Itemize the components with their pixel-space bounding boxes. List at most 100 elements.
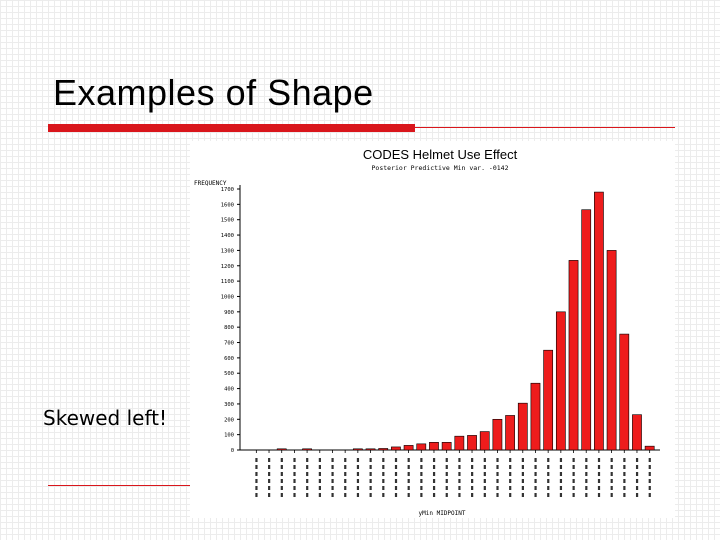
x-tick-label-glyph [547, 465, 550, 469]
x-tick-label-glyph [255, 472, 258, 476]
x-tick-label-glyph [293, 465, 296, 469]
x-tick-label-glyph [432, 458, 436, 462]
x-tick-label-glyph [547, 472, 550, 476]
x-tick-label-glyph [432, 465, 436, 469]
x-tick-label-glyph [394, 472, 398, 476]
x-tick-label-glyph [458, 479, 461, 483]
x-tick-label-glyph [635, 479, 639, 483]
x-tick-label-glyph [407, 465, 410, 469]
x-tick-label-glyph [420, 479, 423, 483]
x-tick-label-glyph [268, 493, 271, 497]
x-tick-label-glyph [293, 479, 296, 483]
y-tick-label: 100 [224, 433, 234, 439]
x-tick-label-glyph [268, 465, 271, 469]
x-tick-label-glyph [293, 486, 296, 490]
x-tick-label-glyph [407, 486, 410, 490]
x-tick-label-glyph [382, 493, 385, 497]
x-tick-label-glyph [382, 479, 385, 483]
x-tick-label-glyph [306, 493, 309, 497]
x-tick-label-glyph [623, 458, 626, 462]
histogram-bar [441, 442, 452, 451]
x-tick-label-glyph [344, 493, 347, 497]
x-tick-label-glyph [318, 493, 321, 497]
x-tick-label-glyph [471, 486, 474, 490]
x-tick-label-glyph [648, 458, 651, 462]
x-tick-label-glyph [344, 486, 347, 490]
x-tick-label-glyph [407, 493, 410, 497]
x-tick-label-glyph [559, 458, 563, 462]
x-tick-label-glyph [432, 493, 436, 497]
x-tick-label-glyph [496, 458, 499, 462]
x-tick-label-glyph [534, 486, 537, 490]
x-tick-label-glyph [635, 465, 639, 469]
x-tick-label-glyph [509, 486, 512, 490]
y-tick-label: 1400 [221, 233, 234, 239]
x-tick-label-glyph [496, 465, 499, 469]
y-tick-label: 800 [224, 325, 234, 331]
x-tick-label-glyph [623, 465, 626, 469]
x-tick-label-glyph [471, 465, 474, 469]
x-tick-label-glyph [382, 458, 385, 462]
x-tick-label-glyph [407, 472, 410, 476]
x-tick-label-glyph [369, 479, 372, 483]
y-tick-label: 1600 [221, 202, 234, 208]
x-tick-label-glyph [331, 479, 334, 483]
x-tick-label-glyph [597, 458, 601, 462]
histogram-bar [594, 191, 604, 451]
x-tick-label-glyph [369, 465, 372, 469]
x-tick-label-glyph [268, 472, 271, 476]
chart-title: CODES Helmet Use Effect [363, 147, 518, 162]
x-tick-label-glyph [597, 493, 601, 497]
histogram-bar [606, 250, 617, 451]
x-tick-label-glyph [623, 493, 626, 497]
x-tick-label-glyph [445, 493, 448, 497]
x-tick-label-glyph [585, 493, 588, 497]
y-tick-label: 1200 [221, 264, 234, 270]
x-tick-label-glyph [572, 486, 575, 490]
x-tick-label-glyph [344, 458, 347, 462]
histogram-bar [276, 448, 287, 451]
y-tick-label: 1500 [221, 218, 234, 224]
histogram-bar [543, 349, 554, 451]
y-tick-label: 700 [224, 341, 234, 347]
x-tick-label-glyph [559, 472, 563, 476]
chart-panel: CODES Helmet Use Effect Posterior Predic… [190, 141, 675, 518]
x-tick-label-glyph [635, 472, 639, 476]
y-tick-label: 600 [224, 356, 234, 362]
x-tick-label-glyph [280, 493, 283, 497]
x-tick-label-glyph [420, 493, 423, 497]
x-tick-label-glyph [648, 472, 651, 476]
histogram-bar [555, 311, 566, 451]
x-axis-label: yMin MIDPOINT [419, 510, 466, 517]
histogram-bar [644, 445, 655, 451]
x-tick-label-glyph [648, 486, 651, 490]
x-tick-label-glyph [445, 458, 448, 462]
x-tick-label-glyph [268, 486, 271, 490]
x-tick-label-glyph [471, 479, 474, 483]
histogram-bar [391, 446, 401, 451]
x-tick-label-glyph [610, 493, 613, 497]
histogram-bar [517, 402, 528, 451]
histogram-bar [454, 435, 465, 451]
title-accent-line [415, 127, 675, 128]
x-tick-label-glyph [585, 458, 588, 462]
histogram-bar [365, 448, 376, 451]
x-tick-label-glyph [306, 465, 309, 469]
shape-caption: Skewed left! [43, 406, 167, 430]
x-tick-label-glyph [597, 465, 601, 469]
x-tick-label-glyph [623, 479, 626, 483]
x-tick-label-glyph [394, 486, 398, 490]
title-accent-bar [48, 124, 415, 132]
x-tick-label-glyph [306, 472, 309, 476]
x-tick-label-glyph [306, 479, 309, 483]
x-tick-label-glyph [356, 493, 360, 497]
y-tick-label: 1300 [221, 248, 234, 254]
x-tick-label-glyph [432, 472, 436, 476]
x-tick-label-glyph [255, 479, 258, 483]
x-tick-label-glyph [394, 458, 398, 462]
x-tick-label-glyph [382, 486, 385, 490]
x-tick-label-glyph [597, 479, 601, 483]
x-tick-label-glyph [547, 479, 550, 483]
x-tick-label-glyph [445, 465, 448, 469]
x-tick-label-glyph [458, 486, 461, 490]
